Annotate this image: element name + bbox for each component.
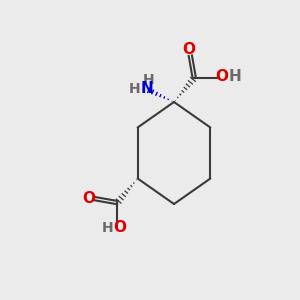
Text: O: O [113,220,126,235]
Text: O: O [182,42,195,57]
Text: O: O [215,69,228,84]
Text: H: H [128,82,140,96]
Text: N: N [140,81,153,96]
Text: H: H [102,221,114,235]
Text: O: O [82,191,95,206]
Text: H: H [142,73,154,87]
Text: H: H [228,69,241,84]
